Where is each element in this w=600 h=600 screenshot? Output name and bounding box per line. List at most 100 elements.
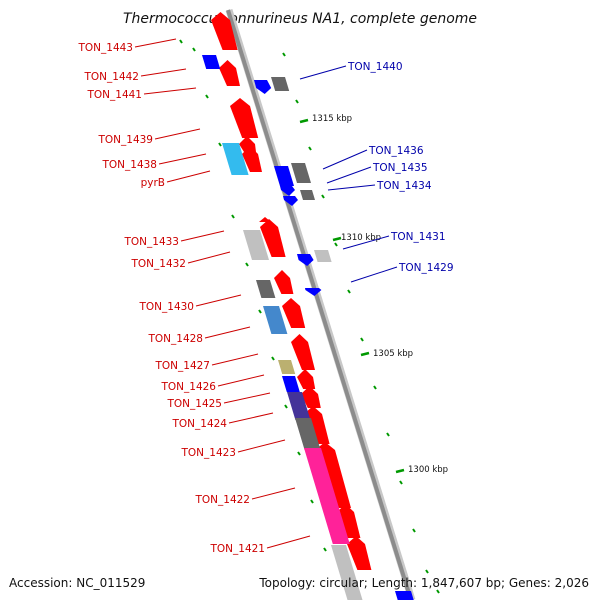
gene-block bbox=[291, 163, 311, 183]
gene-label: TON_1436 bbox=[368, 145, 424, 157]
gene-block bbox=[242, 146, 262, 172]
gene-block bbox=[202, 55, 221, 69]
label-line bbox=[143, 87, 197, 95]
scale-label: 1315 kbp bbox=[312, 114, 352, 124]
gene-label: TON_1431 bbox=[390, 231, 446, 243]
gene-block bbox=[291, 334, 315, 370]
gene-label: TON_1430 bbox=[138, 301, 194, 313]
scale-tick bbox=[412, 528, 416, 533]
label-line bbox=[140, 68, 187, 77]
gene-block bbox=[347, 536, 372, 570]
gene-label: TON_1429 bbox=[398, 262, 454, 274]
gene-block bbox=[230, 98, 259, 138]
topology-text: Topology: circular; Length: 1,847,607 bp… bbox=[259, 576, 589, 590]
label-line bbox=[166, 170, 211, 183]
scale-tick bbox=[308, 146, 312, 151]
gene-label: TON_1427 bbox=[154, 360, 210, 372]
scale-tick bbox=[386, 432, 390, 437]
gene-block bbox=[287, 392, 311, 420]
backbone bbox=[225, 8, 416, 600]
gene-block bbox=[297, 369, 316, 389]
gene-block bbox=[295, 418, 321, 450]
gene-block bbox=[259, 217, 271, 222]
scale-tick bbox=[218, 142, 222, 147]
gene-label: pyrB bbox=[141, 177, 165, 189]
label-line bbox=[327, 184, 376, 191]
gene-block bbox=[283, 196, 298, 206]
scale-tick-major bbox=[299, 118, 309, 124]
gene-labels: TON_1443 TON_1442 TON_1441 TON_1439 TON_1438… bbox=[77, 42, 453, 555]
gene-block bbox=[256, 280, 276, 298]
gene-label: TON_1422 bbox=[194, 494, 250, 506]
gene-label: TON_1434 bbox=[376, 180, 432, 192]
backbone-line bbox=[226, 9, 413, 600]
label-line bbox=[204, 326, 251, 339]
gene-block bbox=[274, 270, 294, 294]
feature-blocks bbox=[202, 12, 414, 600]
gene-label: TON_1425 bbox=[166, 398, 222, 410]
gene-label: TON_1423 bbox=[180, 447, 236, 459]
label-lines bbox=[134, 38, 398, 549]
gene-label: TON_1432 bbox=[130, 258, 186, 270]
label-line bbox=[134, 38, 177, 48]
gene-label: TON_1440 bbox=[347, 61, 403, 73]
scale-tick bbox=[271, 356, 275, 361]
gene-label: TON_1428 bbox=[147, 333, 203, 345]
gene-block bbox=[260, 219, 286, 257]
scale-tick bbox=[373, 385, 377, 390]
label-line bbox=[154, 128, 201, 140]
accession-text: Accession: NC_011529 bbox=[9, 576, 146, 590]
scale-label: 1310 kbp bbox=[341, 233, 381, 243]
gene-label: TON_1443 bbox=[77, 42, 133, 54]
label-line bbox=[223, 392, 271, 404]
gene-label: TON_1435 bbox=[372, 162, 428, 174]
gene-block bbox=[243, 230, 269, 260]
gene-block bbox=[304, 406, 330, 444]
scale-tick bbox=[321, 194, 325, 199]
scale-tick bbox=[245, 262, 249, 267]
label-line bbox=[237, 439, 286, 453]
label-line bbox=[180, 230, 225, 242]
gene-block bbox=[222, 143, 249, 175]
scale-tick bbox=[231, 214, 235, 219]
scale-tick-major bbox=[395, 468, 405, 474]
scale-tick-major bbox=[332, 236, 342, 242]
label-line bbox=[326, 166, 372, 184]
gene-label: TON_1441 bbox=[86, 89, 142, 101]
gene-label: TON_1433 bbox=[123, 236, 179, 248]
scale-tick bbox=[360, 337, 364, 342]
scale-tick bbox=[347, 289, 351, 294]
scale-ticks: 1315 kbp 1310 kbp 1305 kbp 1300 kbp bbox=[179, 39, 448, 594]
label-line bbox=[299, 65, 347, 80]
label-line bbox=[158, 153, 207, 165]
gene-block bbox=[211, 12, 238, 50]
scale-label: 1305 kbp bbox=[373, 349, 413, 359]
gene-label: TON_1426 bbox=[160, 381, 216, 393]
gene-label: TON_1438 bbox=[101, 159, 157, 171]
gene-block bbox=[331, 545, 363, 600]
gene-block bbox=[282, 376, 300, 392]
scale-tick bbox=[310, 499, 314, 504]
scale-tick bbox=[192, 47, 196, 52]
label-line bbox=[187, 251, 231, 264]
gene-block bbox=[297, 254, 314, 266]
gene-block bbox=[271, 77, 290, 91]
scale-tick bbox=[179, 39, 183, 44]
label-line bbox=[195, 294, 242, 307]
gene-block bbox=[395, 591, 414, 600]
scale-label: 1300 kbp bbox=[408, 465, 448, 475]
label-line bbox=[266, 535, 311, 549]
scale-tick-major bbox=[360, 351, 370, 357]
gene-block bbox=[278, 360, 296, 374]
gene-block bbox=[263, 306, 288, 334]
label-line bbox=[211, 353, 259, 366]
scale-tick bbox=[399, 480, 403, 485]
scale-tick bbox=[205, 94, 209, 99]
label-line bbox=[228, 412, 274, 424]
gene-block bbox=[314, 250, 332, 262]
scale-tick bbox=[258, 309, 262, 314]
gene-block bbox=[301, 386, 321, 408]
map-title: Thermococcus onnurineus NA1, complete ge… bbox=[123, 11, 477, 27]
label-line bbox=[342, 235, 390, 250]
